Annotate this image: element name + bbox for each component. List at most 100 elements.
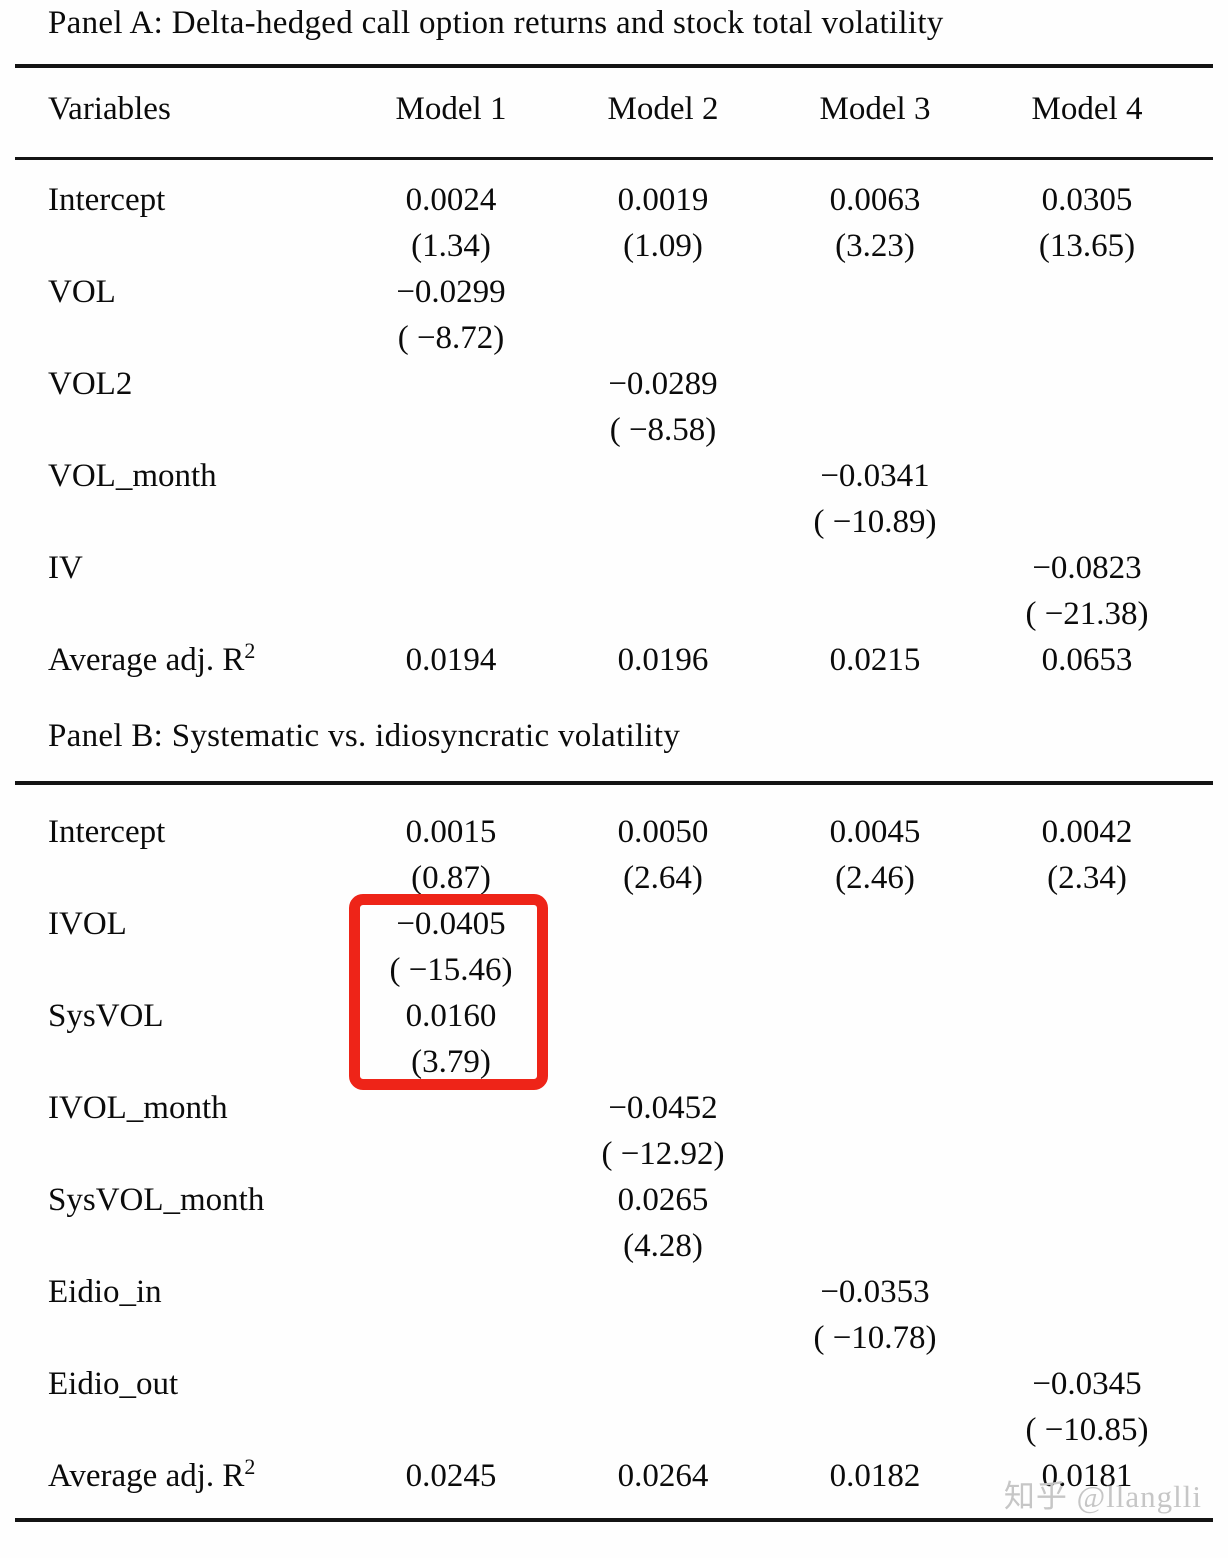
- row-label: SysVOL_month: [15, 1177, 345, 1269]
- t-statistic: ( −15.46): [389, 952, 513, 988]
- empty-cell-line: [345, 545, 557, 591]
- row-label: VOL: [15, 269, 345, 361]
- row-label-text: Eidio_in: [48, 1274, 162, 1310]
- empty-cell-line: [557, 315, 769, 361]
- coefficient-value: 0.0063: [829, 182, 921, 218]
- coefficient-value: −0.0452: [608, 1090, 718, 1126]
- empty-cell-line: [769, 1177, 981, 1223]
- model-cell: [345, 1177, 557, 1269]
- empty-cell-line: [769, 1039, 981, 1085]
- model-cell: −0.0405 ( −15.46): [345, 901, 557, 993]
- row-label: IVOL: [15, 901, 345, 993]
- row-label-text: SysVOL_month: [48, 1182, 265, 1218]
- empty-cell-line: [557, 1315, 769, 1361]
- coefficient-value: 0.0045: [829, 814, 921, 850]
- model-cell: −0.0823 ( −21.38): [981, 545, 1193, 637]
- column-header-model3: Model 3: [819, 91, 931, 127]
- summary-label-superscript: 2: [244, 1454, 256, 1479]
- empty-cell-line: [557, 993, 769, 1039]
- t-statistic: (0.87): [411, 860, 491, 896]
- empty-cell-line: [557, 499, 769, 545]
- summary-value: 0.0215: [769, 637, 981, 683]
- empty-cell-line: [557, 591, 769, 637]
- model-cell: −0.0345 ( −10.85): [981, 1361, 1193, 1453]
- model-cell: [557, 1361, 769, 1453]
- row-label-text: VOL2: [48, 366, 133, 402]
- row-label: VOL2: [15, 361, 345, 453]
- row-label: VOL_month: [15, 453, 345, 545]
- empty-cell-line: [981, 1177, 1193, 1223]
- row-label-text: Intercept: [48, 814, 166, 850]
- empty-cell-line: [769, 1131, 981, 1177]
- t-statistic: ( −10.89): [813, 504, 937, 540]
- empty-cell-line: [345, 1223, 557, 1269]
- coefficient-value: 0.0160: [405, 998, 497, 1034]
- t-statistic: ( −8.72): [397, 320, 505, 356]
- empty-cell-line: [345, 1177, 557, 1223]
- empty-cell-line: [981, 315, 1193, 361]
- row-label-text: IV: [48, 550, 83, 586]
- table-rule-bottom: [15, 1518, 1213, 1522]
- coefficient-value: 0.0305: [1041, 182, 1133, 218]
- model-cell: [345, 1361, 557, 1453]
- empty-cell-line: [557, 1039, 769, 1085]
- t-statistic: (3.79): [411, 1044, 491, 1080]
- summary-value-text: 0.0264: [617, 1458, 709, 1494]
- summary-label: Average adj. R2: [15, 637, 345, 683]
- model-cell: [981, 1177, 1193, 1269]
- model-cell: [769, 901, 981, 993]
- highlight-box: [349, 894, 548, 1090]
- empty-cell-line: [557, 1361, 769, 1407]
- panel-a-title: Panel A: Delta-hedged call option return…: [48, 5, 944, 41]
- empty-cell-line: [769, 269, 981, 315]
- table-rule-header: [15, 157, 1213, 160]
- empty-cell-line: [557, 901, 769, 947]
- model-cell: [345, 453, 557, 545]
- model-cell: [557, 269, 769, 361]
- summary-value-text: 0.0245: [405, 1458, 497, 1494]
- model-cell: −0.0353 ( −10.78): [769, 1269, 981, 1361]
- t-statistic: ( −10.78): [813, 1320, 937, 1356]
- coefficient-value: −0.0405: [396, 906, 506, 942]
- summary-value: 0.0264: [557, 1453, 769, 1499]
- empty-cell-line: [981, 269, 1193, 315]
- summary-value: 0.0196: [557, 637, 769, 683]
- row-label: IVOL_month: [15, 1085, 345, 1177]
- model-cell: [345, 361, 557, 453]
- empty-cell-line: [769, 407, 981, 453]
- model-cell: 0.0024 (1.34): [345, 177, 557, 269]
- coefficient-value: −0.0299: [396, 274, 506, 310]
- coefficient-value: 0.0265: [617, 1182, 709, 1218]
- empty-cell-line: [981, 1315, 1193, 1361]
- t-statistic: ( −8.58): [609, 412, 717, 448]
- empty-cell-line: [345, 1085, 557, 1131]
- empty-cell-line: [557, 269, 769, 315]
- model-cell: [769, 269, 981, 361]
- coefficient-value: 0.0050: [617, 814, 709, 850]
- model-cell: [981, 993, 1193, 1085]
- empty-cell-line: [769, 993, 981, 1039]
- empty-cell-line: [557, 1407, 769, 1453]
- row-label-text: VOL: [48, 274, 116, 310]
- summary-value-text: 0.0182: [829, 1458, 921, 1494]
- coefficient-value: −0.0345: [1032, 1366, 1142, 1402]
- empty-cell-line: [345, 1407, 557, 1453]
- model-cell: 0.0265 (4.28): [557, 1177, 769, 1269]
- empty-cell-line: [557, 453, 769, 499]
- model-cell: [769, 1177, 981, 1269]
- watermark: 知乎 @llanglli: [1003, 1479, 1202, 1514]
- model-cell: −0.0289 ( −8.58): [557, 361, 769, 453]
- t-statistic: (1.09): [623, 228, 703, 264]
- empty-cell-line: [345, 1269, 557, 1315]
- t-statistic: (3.23): [835, 228, 915, 264]
- empty-cell-line: [769, 545, 981, 591]
- coefficient-value: −0.0823: [1032, 550, 1142, 586]
- row-label: IV: [15, 545, 345, 637]
- empty-cell-line: [769, 1223, 981, 1269]
- empty-cell-line: [981, 1131, 1193, 1177]
- t-statistic: (2.34): [1047, 860, 1127, 896]
- empty-cell-line: [345, 453, 557, 499]
- model-cell: 0.0160 (3.79): [345, 993, 557, 1085]
- coefficient-value: −0.0353: [820, 1274, 930, 1310]
